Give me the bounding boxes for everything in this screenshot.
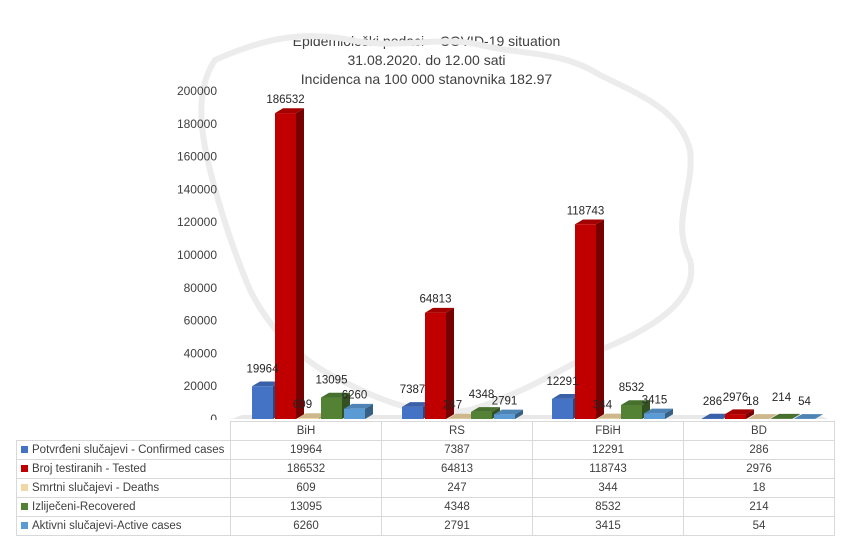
data-label-active-RS: 2791 (492, 395, 518, 407)
table-row: Aktivni slučajevi-Active cases 6260 2791 34… (16, 516, 835, 536)
data-label-deaths-FBiH: 344 (593, 399, 613, 411)
legend-label: Smrtni slučajevi - Deaths (32, 482, 160, 494)
table-cell: 19964 (230, 440, 382, 460)
table-cell: 186532 (230, 459, 382, 479)
table-cell: 3415 (532, 516, 684, 536)
table-cell: 18 (683, 478, 835, 498)
data-label-deaths-BD: 18 (746, 396, 759, 408)
legend-label: Izliječeni-Recovered (32, 501, 136, 513)
y-tick-label: 40000 (184, 346, 218, 360)
table-cell: 8532 (532, 497, 684, 517)
table-column-header: RS (381, 421, 533, 441)
bar-active-FBiH (644, 408, 673, 419)
table-cell: 609 (230, 478, 382, 498)
data-label-confirmed-BD: 286 (703, 396, 722, 408)
table-cell: 344 (532, 478, 684, 498)
data-label-confirmed-RS: 7387 (400, 384, 426, 396)
table-row: Broj testiranih - Tested 186532 64813 11874… (16, 459, 835, 479)
table-cell: 2976 (683, 459, 835, 479)
table-cell: 54 (683, 516, 835, 536)
table-row-label: Broj testiranih - Tested (16, 459, 231, 479)
table-row: Smrtni slučajevi - Deaths 609 247 344 18 (16, 478, 835, 498)
table-row: Izliječeni-Recovered 13095 4348 8532 214 (16, 497, 835, 517)
bar-tested-BD (725, 409, 754, 419)
data-label-deaths-BiH: 609 (293, 399, 312, 411)
data-label-tested-RS: 64813 (420, 294, 452, 306)
data-label-tested-BD: 2976 (723, 392, 749, 404)
map-silhouette (198, 33, 695, 415)
bar-active-BiH (344, 403, 373, 419)
table-corner (16, 421, 231, 441)
bar-tested-FBiH (575, 219, 604, 419)
table-header-row: BiH RS FBiH BD (16, 421, 835, 441)
bar-recovered-BD (771, 413, 800, 419)
table-row-label: Smrtni slučajevi - Deaths (16, 478, 231, 498)
table-row-label: Izliječeni-Recovered (16, 497, 231, 517)
table-cell: 247 (381, 478, 533, 498)
y-tick-label: 0 (210, 412, 217, 420)
bar-deaths-BD (748, 414, 777, 419)
y-tick-label: 160000 (177, 150, 217, 164)
bar-chart-svg: 0 20000 40000 60000 80000 100000 120000 140000 1… (177, 33, 828, 420)
table-row: Potvrđeni slučajevi - Confirmed cases 199… (16, 440, 835, 460)
table-column-header: FBiH (532, 421, 684, 441)
data-label-recovered-BD: 214 (772, 392, 792, 404)
legend-key-swatch (21, 522, 28, 530)
table-row-label: Aktivni slučajevi-Active cases (16, 516, 231, 536)
table-cell: 214 (683, 497, 835, 517)
table-cell: 64813 (381, 459, 533, 479)
table-cell: 7387 (381, 440, 533, 460)
legend-label: Aktivni slučajevi-Active cases (32, 520, 182, 532)
table-cell: 4348 (381, 497, 533, 517)
data-label-tested-FBiH: 118743 (567, 205, 605, 217)
table-cell: 2791 (381, 516, 533, 536)
table-cell: 12291 (532, 440, 684, 460)
y-tick-label: 100000 (177, 248, 217, 262)
data-label-recovered-RS: 4348 (469, 389, 495, 401)
data-label-active-FBiH: 3415 (642, 394, 668, 406)
table-cell: 118743 (532, 459, 684, 479)
bar-tested-BiH (275, 108, 304, 419)
data-label-recovered-FBiH: 8532 (619, 382, 645, 394)
y-tick-label: 120000 (177, 215, 217, 229)
y-tick-label: 20000 (184, 379, 218, 393)
table-cell: 13095 (230, 497, 382, 517)
data-label-deaths-RS: 247 (443, 400, 462, 412)
legend-label: Broj testiranih - Tested (32, 463, 147, 475)
legend-label: Potvrđeni slučajevi - Confirmed cases (32, 444, 225, 456)
chart-subtitle-date: 31.08.2020. do 12.00 sati (347, 52, 506, 68)
legend-key-swatch (21, 465, 28, 473)
table-column-header: BiH (230, 421, 382, 441)
bar-active-BD (794, 414, 823, 419)
legend-key-swatch (21, 446, 28, 454)
table-cell: 6260 (230, 516, 382, 536)
data-label-active-BD: 54 (798, 396, 811, 408)
data-label-tested-BiH: 186532 (266, 94, 304, 106)
legend-key-swatch (21, 503, 28, 511)
legend-key-swatch (21, 484, 28, 492)
table-row-label: Potvrđeni slučajevi - Confirmed cases (16, 440, 231, 460)
y-tick-label: 80000 (184, 281, 218, 295)
chart-subtitle-incidence: Incidenca na 100 000 stanovnika 182.97 (300, 71, 553, 87)
bar-tested-RS (425, 307, 454, 419)
y-tick-label: 60000 (184, 314, 218, 328)
table-column-header: BD (683, 421, 835, 441)
data-label-confirmed-FBiH: 12291 (547, 376, 579, 388)
data-label-confirmed-BiH: 19964 (247, 363, 280, 375)
table-cell: 286 (683, 440, 835, 460)
bar-active-RS (494, 409, 523, 419)
y-tick-label: 140000 (177, 182, 217, 196)
data-label-active-BiH: 6260 (342, 390, 368, 402)
data-table: BiH RS FBiH BD Potvrđeni slučajevi - Confirm… (16, 421, 835, 536)
y-tick-label: 180000 (177, 117, 217, 131)
y-tick-label: 200000 (177, 84, 217, 98)
data-label-recovered-BiH: 13095 (316, 375, 348, 387)
chart-floor (232, 415, 828, 419)
